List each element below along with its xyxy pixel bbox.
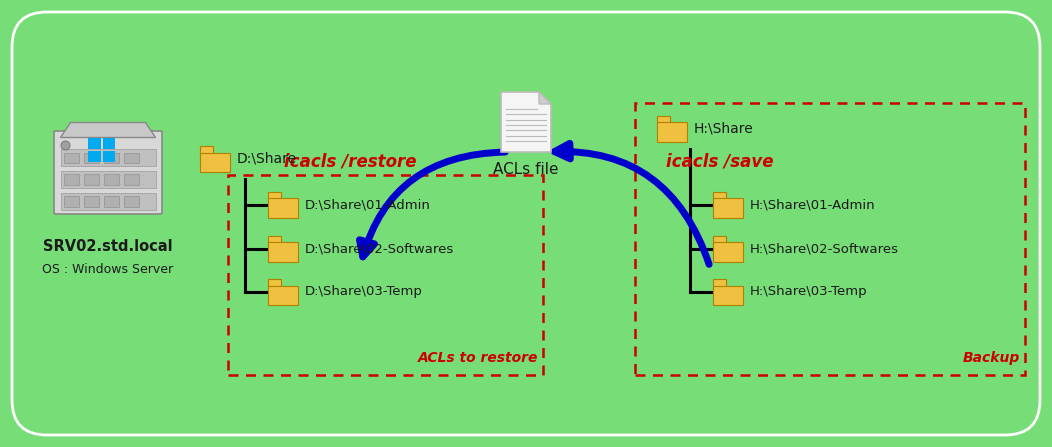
Circle shape bbox=[61, 141, 70, 150]
FancyBboxPatch shape bbox=[103, 174, 119, 186]
Text: icacls /restore: icacls /restore bbox=[284, 153, 417, 171]
Polygon shape bbox=[713, 198, 743, 218]
FancyBboxPatch shape bbox=[123, 152, 139, 164]
Text: H:\Share: H:\Share bbox=[694, 122, 753, 136]
Polygon shape bbox=[713, 236, 726, 246]
FancyBboxPatch shape bbox=[123, 197, 139, 207]
Polygon shape bbox=[713, 192, 726, 202]
Polygon shape bbox=[268, 286, 298, 305]
Bar bbox=[102, 152, 116, 163]
Polygon shape bbox=[501, 92, 551, 152]
Polygon shape bbox=[713, 279, 726, 289]
FancyBboxPatch shape bbox=[63, 174, 79, 186]
Polygon shape bbox=[713, 243, 743, 262]
Polygon shape bbox=[658, 116, 670, 127]
Text: H:\Share\01-Admin: H:\Share\01-Admin bbox=[750, 198, 875, 211]
Polygon shape bbox=[268, 236, 281, 246]
Bar bbox=[87, 152, 101, 163]
Polygon shape bbox=[539, 92, 551, 104]
FancyBboxPatch shape bbox=[103, 197, 119, 207]
Text: D:\Share\03-Temp: D:\Share\03-Temp bbox=[305, 286, 423, 299]
Polygon shape bbox=[268, 192, 281, 202]
FancyArrowPatch shape bbox=[360, 152, 505, 257]
Bar bbox=[102, 139, 116, 149]
FancyBboxPatch shape bbox=[54, 131, 162, 214]
FancyBboxPatch shape bbox=[83, 197, 99, 207]
FancyBboxPatch shape bbox=[61, 149, 156, 166]
FancyArrowPatch shape bbox=[554, 143, 709, 264]
FancyBboxPatch shape bbox=[12, 12, 1040, 435]
Text: D:\Share\01-Admin: D:\Share\01-Admin bbox=[305, 198, 431, 211]
Text: H:\Share\03-Temp: H:\Share\03-Temp bbox=[750, 286, 868, 299]
Text: D:\Share\02-Softwares: D:\Share\02-Softwares bbox=[305, 243, 454, 256]
Polygon shape bbox=[713, 286, 743, 305]
Polygon shape bbox=[200, 146, 213, 156]
Text: D:\Share: D:\Share bbox=[237, 152, 297, 166]
Polygon shape bbox=[268, 243, 298, 262]
FancyBboxPatch shape bbox=[83, 174, 99, 186]
Polygon shape bbox=[268, 279, 281, 289]
FancyBboxPatch shape bbox=[123, 174, 139, 186]
FancyBboxPatch shape bbox=[61, 194, 156, 211]
Text: SRV02.std.local: SRV02.std.local bbox=[43, 240, 173, 254]
FancyBboxPatch shape bbox=[61, 172, 156, 189]
FancyBboxPatch shape bbox=[103, 152, 119, 164]
FancyBboxPatch shape bbox=[63, 152, 79, 164]
Text: ACLs to restore: ACLs to restore bbox=[418, 351, 538, 365]
FancyBboxPatch shape bbox=[83, 152, 99, 164]
Text: H:\Share\02-Softwares: H:\Share\02-Softwares bbox=[750, 243, 899, 256]
Text: Backup: Backup bbox=[963, 351, 1020, 365]
Polygon shape bbox=[61, 122, 156, 138]
Polygon shape bbox=[658, 122, 687, 142]
Polygon shape bbox=[200, 152, 230, 172]
Text: icacls /save: icacls /save bbox=[666, 153, 774, 171]
Text: OS : Windows Server: OS : Windows Server bbox=[42, 263, 174, 277]
Text: ACLs file: ACLs file bbox=[493, 163, 559, 177]
Polygon shape bbox=[268, 198, 298, 218]
FancyBboxPatch shape bbox=[63, 197, 79, 207]
Bar bbox=[87, 139, 101, 149]
